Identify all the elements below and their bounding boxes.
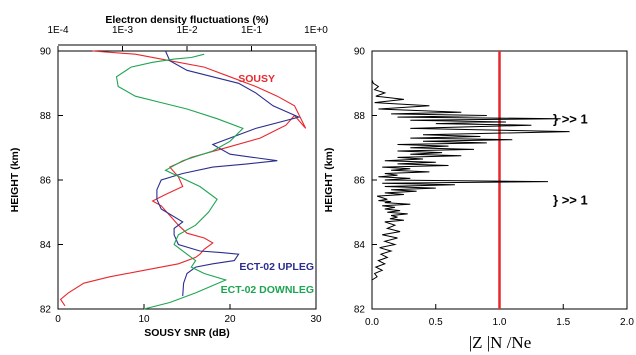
right-y-axis-ticks: 82 84 86 88 90	[354, 47, 377, 316]
annotation-much-greater-than-one-2: } >> 1	[553, 192, 588, 207]
left-chart: Electron density fluctuations (%) 1E-4 1E…	[9, 14, 328, 339]
right-series-line	[371, 79, 570, 281]
left-ytick-label-82: 82	[40, 305, 52, 316]
annotation-much-greater-than-one-1: } >> 1	[553, 112, 588, 127]
right-xtick-label-2-0: 2.0	[620, 317, 634, 328]
top-tick-label-1e-1: 1E-1	[241, 25, 263, 36]
right-ytick-label-86: 86	[354, 176, 366, 187]
left-y-axis-ticks: 82 84 86 88 90	[40, 47, 63, 316]
left-ytick-label-84: 84	[40, 240, 52, 251]
right-ytick-label-90: 90	[354, 47, 366, 58]
bottom-tick-label-20: 20	[224, 314, 236, 325]
bottom-axis-label: SOUSY SNR (dB)	[144, 327, 230, 339]
legend-upleg: ECT-02 UPLEG	[239, 261, 314, 273]
right-annotations: } >> 1 } >> 1	[553, 112, 588, 208]
top-axis-label: Electron density fluctuations (%)	[105, 14, 268, 26]
bottom-tick-label-10: 10	[138, 314, 150, 325]
right-y-axis-label: HEIGHT (km)	[323, 148, 335, 213]
bottom-axis-ticks: 0 10 20 30	[55, 304, 322, 325]
right-xtick-label-0-5: 0.5	[429, 317, 443, 328]
right-xtick-label-1-5: 1.5	[556, 317, 570, 328]
series-line-ect-02-upleg	[156, 50, 301, 297]
left-ytick-label-90: 90	[40, 47, 52, 58]
left-ytick-label-88: 88	[40, 111, 52, 122]
left-ytick-label-86: 86	[40, 176, 52, 187]
right-xtick-label-1-0: 1.0	[493, 317, 507, 328]
bottom-tick-label-0: 0	[55, 314, 61, 325]
legend-sousy: SOUSY	[238, 73, 275, 85]
top-tick-label-1e-3: 1E-3	[112, 25, 134, 36]
top-axis-ticks: 1E-4 1E-3 1E-2 1E-1 1E+0	[47, 25, 328, 51]
right-x-axis-ticks: 0.0 0.5 1.0 1.5 2.0	[365, 304, 634, 328]
right-ytick-label-84: 84	[354, 240, 366, 251]
top-tick-label-1e-0: 1E+0	[304, 25, 328, 36]
ratio-profile-line	[371, 79, 570, 281]
left-y-axis-label: HEIGHT (km)	[9, 148, 21, 213]
right-ytick-label-88: 88	[354, 111, 366, 122]
legend-downleg: ECT-02 DOWNLEG	[221, 284, 314, 296]
top-tick-label-1e-4: 1E-4	[47, 25, 69, 36]
right-x-axis-label: |Z |N /Ne	[469, 333, 532, 352]
top-tick-label-1e-2: 1E-2	[176, 25, 198, 36]
right-ytick-label-82: 82	[354, 305, 366, 316]
left-series-lines	[59, 50, 307, 310]
bottom-tick-label-30: 30	[310, 314, 322, 325]
right-chart: 0.0 0.5 1.0 1.5 2.0 82 84 86 88 90 } >> 1} >> 1 …	[323, 47, 634, 353]
series-line-sousy	[59, 50, 307, 307]
right-xtick-label-0-0: 0.0	[365, 317, 379, 328]
series-line-ect-02-downleg	[115, 53, 244, 310]
